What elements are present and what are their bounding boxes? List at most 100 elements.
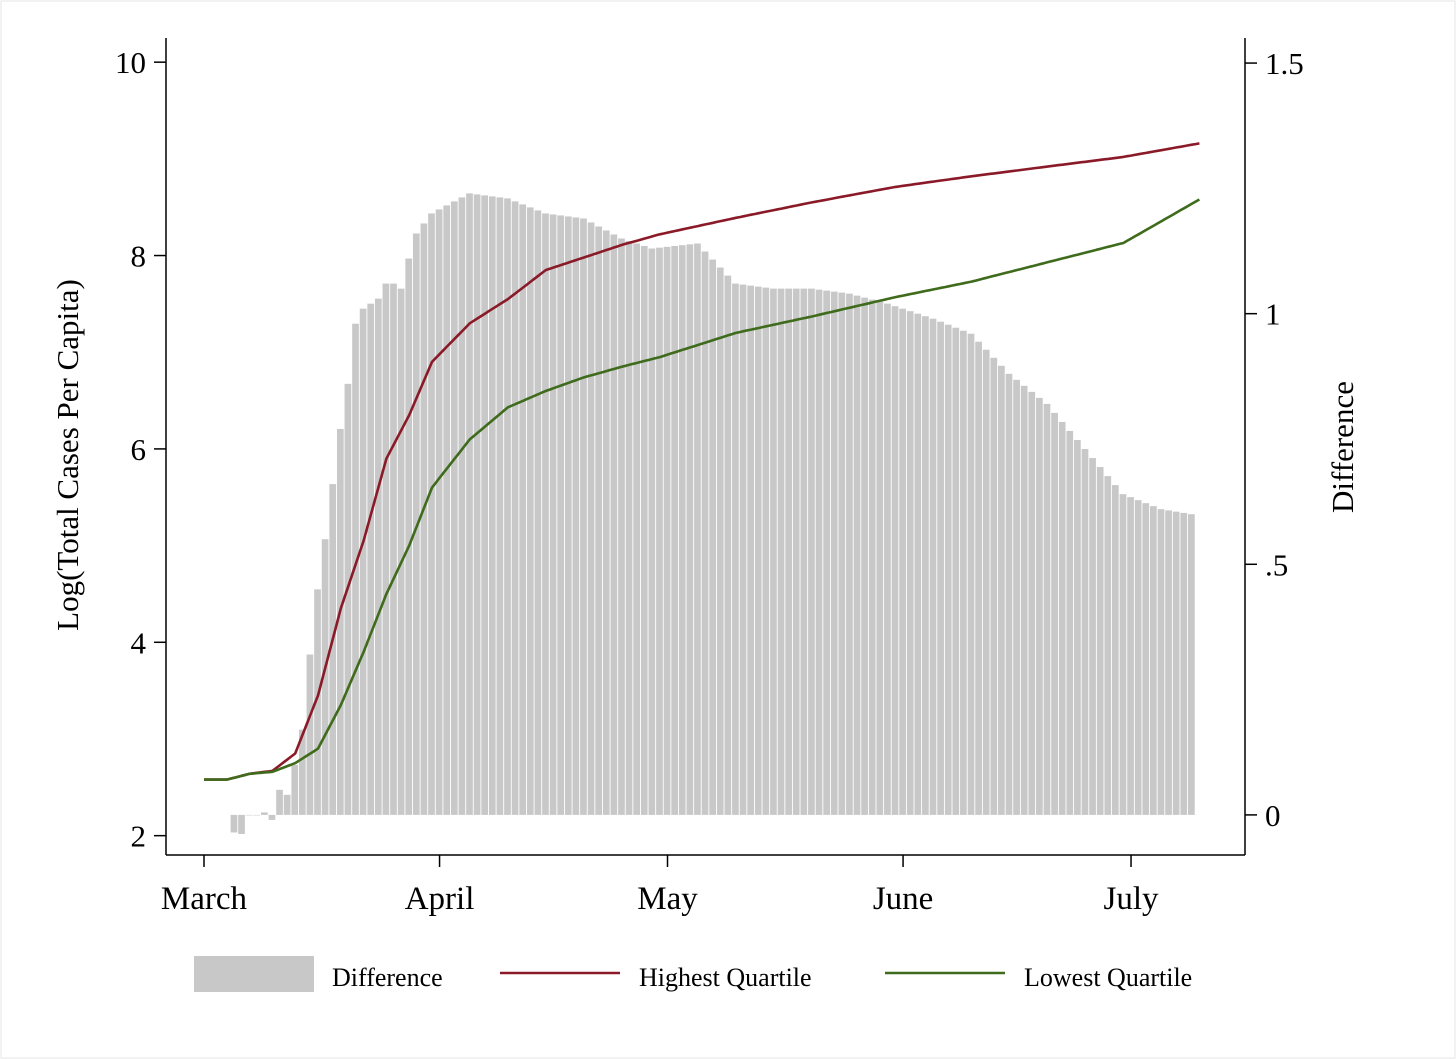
difference-bar <box>800 288 808 815</box>
difference-bar <box>686 244 694 815</box>
difference-bar <box>450 201 458 815</box>
difference-bar <box>526 207 534 815</box>
difference-bar <box>511 201 519 815</box>
x-tick-label: July <box>1104 881 1160 917</box>
line-highest-quartile <box>204 142 1200 781</box>
difference-bar <box>230 814 238 833</box>
difference-bar <box>1142 503 1150 815</box>
difference-bar <box>815 289 823 815</box>
difference-bar <box>1150 506 1157 815</box>
legend-label-difference: Difference <box>332 963 443 992</box>
difference-bar <box>792 288 800 815</box>
y-left-tick-label: 6 <box>131 432 147 467</box>
difference-bar <box>640 246 648 815</box>
quartile-lines <box>204 142 1201 781</box>
difference-bar <box>458 197 466 815</box>
difference-bar <box>1127 497 1134 815</box>
difference-bar <box>504 198 511 815</box>
difference-bar <box>1096 467 1104 815</box>
difference-bar <box>960 330 967 815</box>
y-left-tick-label: 2 <box>131 819 147 854</box>
difference-bar <box>876 301 884 815</box>
difference-bar <box>1112 485 1119 815</box>
difference-bar <box>519 204 527 815</box>
y-right-tick-label: 1 <box>1265 297 1281 332</box>
difference-bar <box>678 245 686 815</box>
difference-bar <box>1081 449 1089 815</box>
axes <box>165 38 1246 856</box>
difference-bar <box>663 246 671 815</box>
difference-bar <box>937 321 944 815</box>
difference-bar <box>1180 512 1188 815</box>
difference-bar <box>929 318 937 815</box>
difference-bar <box>1058 421 1066 815</box>
difference-bar <box>618 238 625 815</box>
difference-bar <box>260 812 268 815</box>
difference-bar <box>1036 397 1043 815</box>
difference-bar <box>298 729 306 815</box>
difference-bar <box>982 349 990 815</box>
difference-bar <box>906 311 914 815</box>
line-lowest-quartile <box>204 198 1201 781</box>
difference-bar <box>291 764 299 815</box>
difference-bar <box>580 218 587 815</box>
difference-bar <box>352 323 359 815</box>
legend-swatch-difference <box>194 956 314 992</box>
difference-bar <box>884 303 891 815</box>
x-tick-label: April <box>405 881 475 917</box>
difference-bar <box>549 214 557 815</box>
difference-bar <box>914 313 922 815</box>
y-left-tick-label: 4 <box>131 625 147 660</box>
difference-bar <box>990 357 998 815</box>
difference-bar <box>1005 373 1013 815</box>
difference-bar <box>830 291 838 815</box>
difference-bar <box>488 196 496 815</box>
difference-bar <box>443 205 451 815</box>
difference-bar <box>853 295 861 815</box>
difference-bar <box>268 814 276 820</box>
difference-bar <box>1188 514 1195 815</box>
difference-bar <box>473 194 481 815</box>
difference-bar <box>397 288 405 815</box>
x-tick-label: June <box>873 881 934 917</box>
difference-bar <box>245 814 253 816</box>
difference-bar <box>1028 391 1036 815</box>
difference-bar <box>382 283 390 815</box>
difference-bar <box>975 341 982 815</box>
difference-bar <box>595 226 603 815</box>
difference-bar <box>1020 385 1028 815</box>
difference-bar <box>770 288 777 815</box>
difference-bar <box>808 288 815 815</box>
difference-bar <box>557 215 565 815</box>
difference-bar <box>754 286 762 815</box>
difference-bar <box>238 814 245 834</box>
difference-bar <box>922 316 929 815</box>
y-right-axis-label: Difference <box>1325 381 1360 513</box>
difference-bar <box>602 230 610 815</box>
difference-bar <box>306 654 314 815</box>
difference-bar <box>785 288 792 815</box>
difference-bar <box>321 539 329 815</box>
y-right-tick-label: 0 <box>1265 798 1281 833</box>
difference-bar <box>944 324 952 815</box>
difference-bar <box>732 283 739 815</box>
y-right-tick-label: .5 <box>1265 547 1288 582</box>
difference-bar <box>336 428 344 815</box>
difference-bar <box>823 290 830 815</box>
difference-bar <box>671 246 679 815</box>
difference-bar <box>838 292 846 815</box>
difference-bar <box>435 209 443 815</box>
difference-bar <box>253 814 261 816</box>
difference-bar <box>1013 379 1020 815</box>
difference-bar <box>716 267 724 815</box>
difference-bar <box>633 243 641 815</box>
legend-label-highest-quartile: Highest Quartile <box>639 963 812 992</box>
x-tick-label: May <box>637 881 698 917</box>
difference-bar <box>587 222 595 815</box>
difference-bar <box>344 383 352 815</box>
difference-bar <box>648 248 656 815</box>
difference-bar <box>1172 511 1180 815</box>
difference-bar <box>420 223 428 815</box>
